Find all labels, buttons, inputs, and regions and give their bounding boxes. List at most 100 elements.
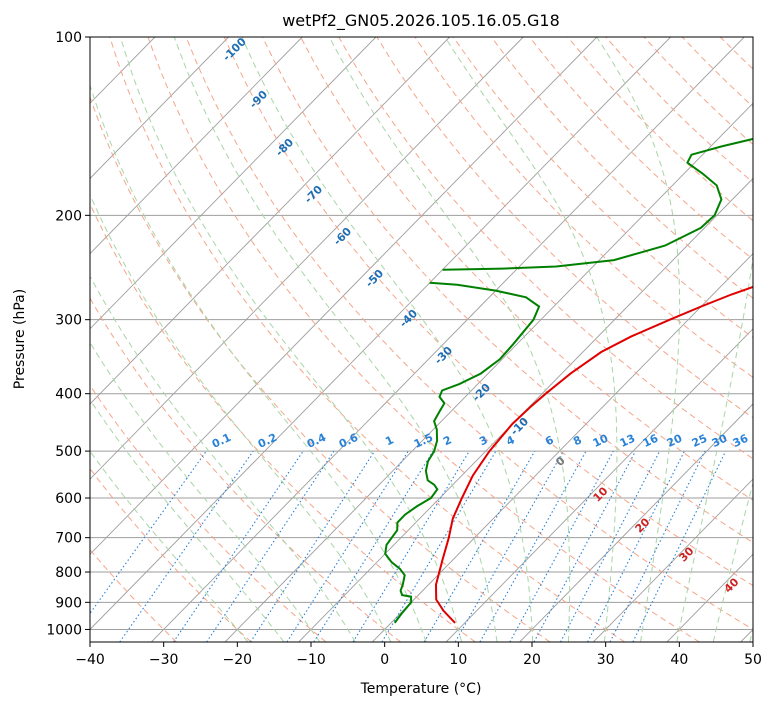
mixing-ratio-line <box>560 450 661 642</box>
x-tick-label: 10 <box>449 652 467 668</box>
dry-adiabat-line <box>147 37 700 642</box>
x-tick-label: −10 <box>296 652 326 668</box>
moist-adiabat-line <box>90 193 392 642</box>
dry-adiabat-line <box>452 37 753 339</box>
dry-adiabat-label: -70 <box>302 183 325 206</box>
x-axis-label: Temperature (°C) <box>360 681 482 697</box>
moist-adiabat-line <box>676 254 753 642</box>
isotherm-line <box>445 328 753 642</box>
x-axis: −40 −30 −20 −10 0 10 20 30 40 50 <box>75 642 762 668</box>
moist-adiabat-line <box>749 627 753 642</box>
mixing-ratio-label: 8 <box>571 433 583 448</box>
isotherm-line <box>90 37 229 180</box>
mixing-ratio-label: 10 <box>591 432 611 450</box>
line-labels: -100-90-80-70-60-50-40-30-20-100.1 0.2 0.4… <box>210 35 751 596</box>
moist-adiabat-line <box>90 398 285 642</box>
mixing-ratio-label: 36 <box>731 432 751 450</box>
dry-adiabat-line <box>490 37 753 299</box>
y-tick-label: 900 <box>55 595 82 611</box>
mixing-ratio-label: 0.1 <box>210 431 233 451</box>
x-tick-label: 40 <box>670 652 688 668</box>
moist-adiabat-line <box>241 37 534 642</box>
moist-adiabat-line <box>328 37 571 642</box>
moist-adiabat-line <box>120 37 463 642</box>
mixing-ratio-label: 13 <box>618 432 637 450</box>
x-tick-label: 30 <box>597 652 615 668</box>
isotherm-line <box>519 403 753 642</box>
dry-adiabat-line <box>300 37 753 501</box>
x-tick-label: −40 <box>75 652 105 668</box>
moist-adiabat-line <box>596 37 681 642</box>
mixing-ratio-line <box>587 450 685 642</box>
profile-line <box>442 137 753 271</box>
isotherm-line <box>90 37 598 555</box>
moist-adiabat-label: 10 <box>591 484 611 504</box>
mixing-ratio-line <box>454 450 564 642</box>
dry-adiabat-line <box>567 37 753 222</box>
moist-adiabat-label: 20 <box>633 515 653 535</box>
isotherm-line <box>740 628 753 642</box>
y-tick-label: 700 <box>55 531 82 547</box>
isotherm-line <box>372 252 753 642</box>
x-tick-label: 0 <box>380 652 389 668</box>
mixing-ratio-line <box>609 450 706 642</box>
dry-adiabat-line <box>185 37 753 630</box>
mixing-ratio-line <box>509 450 614 642</box>
y-tick-label: 200 <box>55 208 82 224</box>
mixing-ratio-line <box>286 450 409 642</box>
isotherm-line <box>224 102 753 642</box>
moist-adiabat-label: 0 <box>553 454 568 469</box>
mixing-ratio-label: 30 <box>710 432 730 450</box>
mixing-ratio-line <box>90 450 207 615</box>
y-tick-label: 1000 <box>46 622 82 638</box>
mixing-ratio-label: 16 <box>641 432 661 450</box>
moist-adiabat-line <box>90 341 321 642</box>
dry-adiabat-label: -20 <box>470 381 493 404</box>
dry-adiabat-label: -30 <box>432 344 455 367</box>
chart-title: wetPf2_GN05.2026.105.16.05.G18 <box>282 11 560 31</box>
y-tick-label: 400 <box>55 387 82 403</box>
background-lines <box>90 37 753 642</box>
mixing-ratio-line <box>313 450 434 642</box>
y-axis-label: Pressure (hPa) <box>12 289 28 389</box>
dry-adiabat-line <box>414 37 753 378</box>
dry-adiabat-line <box>90 297 401 642</box>
mixing-ratio-label: 1.5 <box>412 431 435 451</box>
dry-adiabat-line <box>223 37 753 587</box>
mixing-ratio-label: 2 <box>441 433 453 448</box>
profile-line <box>384 281 541 624</box>
mixing-ratio-line <box>632 450 727 642</box>
y-tick-label: 500 <box>55 444 82 460</box>
mixing-ratio-line <box>352 450 470 642</box>
plot-frame <box>89 36 754 643</box>
y-tick-label: 300 <box>55 313 82 329</box>
isotherm-line <box>90 37 450 405</box>
moist-adiabat-line <box>90 83 427 642</box>
x-tick-label: −30 <box>149 652 179 668</box>
mixing-ratio-label: 20 <box>665 432 685 450</box>
mixing-ratio-line <box>381 450 497 642</box>
y-tick-label: 100 <box>55 30 82 46</box>
isotherm-line <box>298 177 753 642</box>
dry-adiabat-line <box>109 37 625 642</box>
x-tick-label: 50 <box>744 652 762 668</box>
mixing-ratio-line <box>173 450 304 642</box>
y-axis: 100 200 300 400 500 600 700 800 900 1000 <box>46 30 90 638</box>
mixing-ratio-line <box>479 450 587 642</box>
isotherm-line <box>90 37 524 480</box>
dry-adiabat-line <box>90 95 551 642</box>
dry-adiabat-line <box>90 202 476 642</box>
isotherm-line <box>90 37 671 631</box>
y-tick-label: 800 <box>55 565 82 581</box>
dry-adiabat-line <box>643 37 753 146</box>
dry-adiabat-line <box>261 37 753 544</box>
profile-series <box>384 137 753 624</box>
mixing-ratio-line <box>119 450 254 642</box>
dry-adiabat-label: -50 <box>363 267 386 290</box>
dry-adiabat-label: -40 <box>397 307 420 330</box>
moist-adiabat-label: 40 <box>722 575 742 595</box>
mixing-ratio-line <box>533 450 636 642</box>
moist-adiabat-line <box>444 37 618 642</box>
dry-adiabat-line <box>90 467 252 642</box>
